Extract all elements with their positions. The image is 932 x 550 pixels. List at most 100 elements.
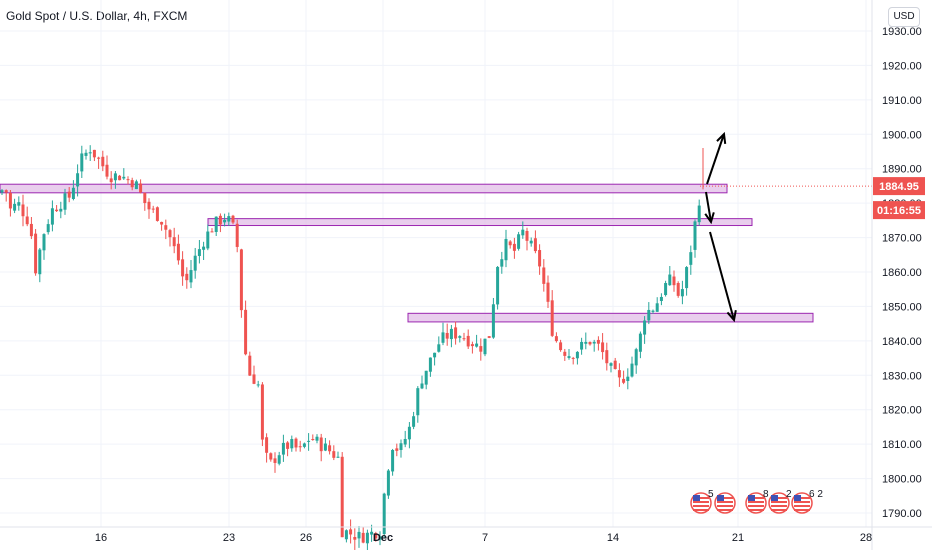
y-tick-label: 1860.00 (882, 267, 922, 279)
candle-body (374, 533, 378, 539)
zone-rectangle (407, 312, 814, 323)
candle (185, 267, 189, 289)
candle (479, 338, 483, 361)
candle-body (332, 451, 336, 458)
candle-body (92, 149, 96, 158)
candle (550, 290, 554, 338)
us-flag-icon[interactable]: 8 (745, 489, 769, 514)
arrows-layer (704, 131, 737, 323)
candle-body (466, 335, 470, 347)
candle (176, 234, 180, 265)
candle-body (202, 246, 206, 250)
candle-body (571, 357, 575, 359)
candle (386, 469, 390, 499)
candle-body (529, 240, 533, 244)
event-count: 2 (786, 489, 792, 500)
candle-body (433, 352, 437, 358)
candle-body (634, 349, 638, 366)
candle-body (407, 426, 411, 440)
candle-body (605, 350, 609, 364)
flag-stripe (771, 501, 787, 503)
price-axis[interactable]: 1790.00 1800.00 1810.00 1820.00 1830.00 1840.… (871, 0, 922, 550)
candle (554, 332, 558, 343)
candle (361, 526, 365, 544)
candle (664, 280, 668, 297)
candle-body (487, 336, 491, 338)
candle (160, 221, 164, 231)
candle-body (143, 192, 147, 204)
flag-stripe (717, 497, 733, 499)
candle-body (475, 343, 479, 347)
y-tick-label: 1830.00 (882, 370, 922, 382)
candle-body (693, 221, 697, 250)
candle-body (420, 383, 424, 389)
price-badges: 1884.95 01:16:55 (873, 177, 925, 220)
candle-body (588, 342, 592, 345)
candle (307, 433, 311, 451)
candle-body (664, 283, 668, 296)
candle (609, 362, 613, 373)
candle (13, 198, 17, 214)
candle-body (286, 442, 290, 449)
candle-body (260, 384, 264, 440)
candle-body (395, 448, 399, 451)
candle-body (592, 341, 596, 344)
flag-canton (693, 495, 700, 501)
candle-body (109, 178, 113, 183)
candle (416, 386, 420, 423)
us-flag-icon[interactable]: 6 2 (791, 489, 823, 514)
candle-body (626, 376, 630, 381)
candle (445, 323, 449, 346)
candle (357, 526, 361, 548)
candle (235, 219, 239, 253)
candle (349, 519, 353, 544)
candle-body (697, 205, 701, 223)
x-tick-label: 26 (300, 532, 312, 544)
candle-body (403, 438, 407, 445)
candle-body (617, 370, 621, 378)
candle-body (55, 209, 59, 212)
y-tick-label: 1870.00 (882, 233, 922, 245)
y-tick-label: 1790.00 (882, 508, 922, 520)
flag-stripe (794, 509, 810, 511)
candle (319, 433, 323, 462)
candle-body (0, 190, 4, 193)
us-flag-icon[interactable]: 2 (768, 489, 792, 514)
candle-body (113, 173, 117, 181)
candle-body (609, 363, 613, 366)
candle-body (218, 215, 222, 225)
y-tick-label: 1820.00 (882, 405, 922, 417)
candle-body (34, 233, 38, 274)
economic-events[interactable]: 5 8 2 6 2 (690, 489, 823, 514)
candle (147, 198, 151, 219)
candle (567, 349, 571, 360)
candle (55, 205, 59, 213)
flag-stripe (771, 497, 787, 499)
candle-body (189, 270, 193, 283)
time-axis[interactable]: 16 23 26 Dec 7 14 21 28 (0, 526, 932, 544)
us-flag-icon[interactable]: 5 (690, 489, 714, 514)
y-tick-label: 1840.00 (882, 336, 922, 348)
candle (466, 329, 470, 350)
candle-body (214, 216, 218, 232)
currency-button[interactable]: USD (888, 7, 920, 27)
candle-body (118, 175, 122, 181)
candle (399, 439, 403, 458)
candle (189, 260, 193, 289)
candle (332, 445, 336, 461)
candle (542, 259, 546, 292)
candle-body (323, 443, 327, 451)
candle-body (8, 192, 12, 209)
flag-stripe (693, 497, 709, 499)
candle-body (340, 456, 344, 538)
candle-body (160, 221, 164, 225)
us-flag-icon[interactable] (714, 492, 736, 514)
flag-canton (748, 495, 755, 501)
candle (197, 239, 201, 264)
candle (504, 229, 508, 268)
candle (273, 452, 277, 473)
x-tick-label: 16 (95, 532, 107, 544)
candle (454, 321, 458, 345)
candle-body (328, 445, 332, 452)
